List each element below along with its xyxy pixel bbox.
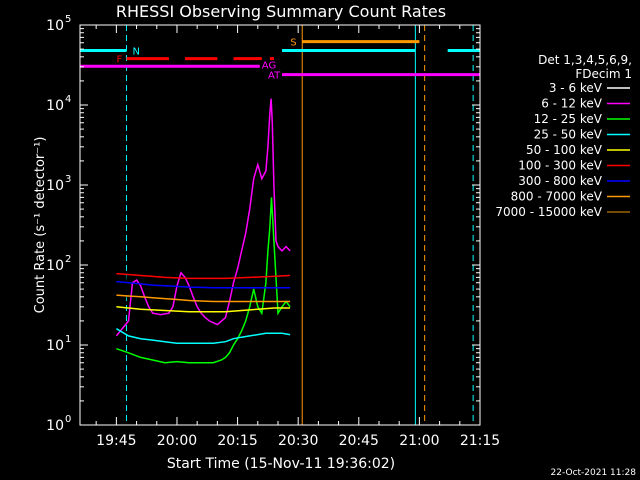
legend-title-line-1: FDecim 1 <box>575 67 632 81</box>
x-tick-label-0: 19:45 <box>96 433 136 449</box>
y-tick-base-0: 10 <box>46 418 64 434</box>
y-tick-base-4: 10 <box>46 98 64 114</box>
legend-title-line-0: Det 1,3,4,5,6,9, <box>538 53 632 67</box>
series-line-0 <box>115 245 263 339</box>
series-line-5 <box>116 272 291 280</box>
y-tick-exp-1: 1 <box>65 334 71 345</box>
flag-label-3: AG <box>262 60 276 71</box>
series-line-3 <box>116 328 291 345</box>
flag-label-4: AT <box>268 71 281 82</box>
y-tick-base-1: 10 <box>46 338 64 354</box>
x-tick-label-3: 20:30 <box>278 433 318 449</box>
legend-label-5: 100 - 300 keV <box>518 159 602 173</box>
x-tick-label-1: 20:00 <box>157 433 197 449</box>
y-tick-base-2: 10 <box>46 258 64 274</box>
x-axis-ticks: 19:45 20:00 20:15 20:30 20:45 21:00 21:15 <box>95 25 500 449</box>
flag-label-1: F <box>116 55 122 66</box>
legend-label-1: 6 - 12 keV <box>541 97 603 111</box>
series-line-2 <box>116 197 291 364</box>
series-line-4 <box>116 306 291 313</box>
series-line-1 <box>115 98 291 337</box>
y-axis-label: Count Rate (s⁻¹ detector⁻¹) <box>33 137 48 314</box>
flag-label-0: N <box>132 47 139 58</box>
y-tick-exp-5: 5 <box>65 14 71 25</box>
plot-frame <box>79 24 481 426</box>
y-tick-base-5: 10 <box>46 18 64 34</box>
flag-label-2: S <box>290 38 296 49</box>
legend-label-3: 25 - 50 keV <box>534 128 603 142</box>
x-tick-label-2: 20:15 <box>217 433 257 449</box>
y-tick-base-3: 10 <box>46 178 64 194</box>
series-lines <box>115 98 291 364</box>
legend: Det 1,3,4,5,6,9,FDecim 13 - 6 keV 6 - 12 … <box>495 53 632 219</box>
y-tick-exp-0: 0 <box>65 414 71 425</box>
x-tick-label-4: 20:45 <box>339 433 379 449</box>
legend-label-7: 800 - 7000 keV <box>511 190 603 204</box>
legend-label-8: 7000 - 15000 keV <box>495 205 602 219</box>
legend-label-2: 12 - 25 keV <box>534 112 603 126</box>
series-line-6 <box>116 280 291 289</box>
y-tick-exp-2: 2 <box>65 254 71 265</box>
x-tick-label-6: 21:15 <box>460 433 500 449</box>
chart-title: RHESSI Observing Summary Count Rates <box>116 2 446 21</box>
legend-label-0: 3 - 6 keV <box>549 81 603 95</box>
legend-label-6: 300 - 800 keV <box>518 174 602 188</box>
x-axis-label: Start Time (15-Nov-11 19:36:02) <box>167 456 395 472</box>
series-line-7 <box>116 294 291 303</box>
date-stamp: 22-Oct-2021 11:28 <box>551 468 637 478</box>
legend-label-4: 50 - 100 keV <box>526 143 603 157</box>
y-tick-exp-4: 4 <box>65 94 71 105</box>
x-tick-label-5: 21:00 <box>399 433 439 449</box>
y-tick-exp-3: 3 <box>65 174 71 185</box>
